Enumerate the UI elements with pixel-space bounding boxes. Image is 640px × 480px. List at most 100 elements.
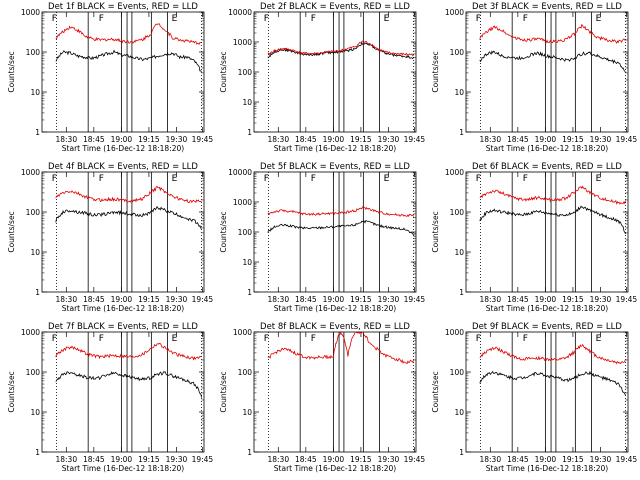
panel-title: Det 7f BLACK = Events, RED = LLD bbox=[48, 322, 198, 332]
x-tick-label: 19:45 bbox=[404, 455, 426, 464]
x-tick-label: 18:45 bbox=[295, 455, 317, 464]
y-tick-label: 1000 bbox=[445, 168, 464, 177]
panel-title: Det 3f BLACK = Events, RED = LLD bbox=[472, 2, 622, 12]
x-tick-label: 18:30 bbox=[267, 135, 289, 144]
interval-marker-f: F bbox=[476, 174, 481, 184]
series-line-events bbox=[479, 370, 626, 396]
x-axis-label: Start Time (16-Dec-12 18:18:20) bbox=[486, 464, 608, 473]
x-tick-label: 18:45 bbox=[83, 295, 105, 304]
y-tick-label: 1 bbox=[35, 288, 40, 297]
plot-frame bbox=[41, 331, 205, 453]
series-line-events bbox=[55, 371, 202, 398]
interval-marker-e: E bbox=[596, 14, 602, 24]
x-tick-label: 18:30 bbox=[267, 295, 289, 304]
interval-marker-e: E bbox=[384, 334, 390, 344]
y-tick-label: 10 bbox=[242, 408, 252, 417]
interval-marker-f: F bbox=[311, 334, 316, 344]
x-tick-label: 19:30 bbox=[590, 295, 612, 304]
y-tick-label: 10 bbox=[30, 248, 40, 257]
y-tick-label: 100 bbox=[238, 228, 253, 237]
interval-marker-e: E bbox=[172, 334, 178, 344]
x-tick-label: 19:00 bbox=[535, 135, 557, 144]
plot-frame bbox=[253, 331, 417, 453]
x-tick-label: 18:30 bbox=[479, 135, 501, 144]
series-line-lld bbox=[267, 40, 414, 57]
x-axis-label: Start Time (16-Dec-12 18:18:20) bbox=[62, 144, 184, 153]
interval-marker-f: F bbox=[264, 334, 269, 344]
series-line-lld bbox=[479, 23, 626, 44]
x-tick-label: 18:30 bbox=[55, 135, 77, 144]
series-line-events bbox=[55, 205, 202, 229]
y-axis-label: Counts/sec bbox=[219, 371, 228, 412]
panel-det-3: Det 3f BLACK = Events, RED = LLD 1 10 100 10… bbox=[431, 2, 637, 153]
series-line-lld bbox=[267, 330, 414, 365]
x-tick-label: 19:00 bbox=[111, 135, 133, 144]
x-tick-label: 18:45 bbox=[295, 295, 317, 304]
series-line-lld bbox=[479, 343, 626, 365]
x-tick-label: 19:30 bbox=[166, 455, 188, 464]
plot-frame bbox=[253, 171, 417, 293]
y-tick-label: 10 bbox=[242, 258, 252, 267]
interval-marker-f: F bbox=[523, 174, 528, 184]
panel-det-6: Det 6f BLACK = Events, RED = LLD 1 10 100 10… bbox=[431, 162, 637, 313]
panel-det-4: Det 4f BLACK = Events, RED = LLD 1 10 100 10… bbox=[7, 162, 213, 313]
x-tick-label: 18:30 bbox=[55, 295, 77, 304]
y-tick-label: 10 bbox=[454, 88, 464, 97]
panel-det-9: Det 9f BLACK = Events, RED = LLD 1 10 100 10… bbox=[431, 322, 637, 473]
interval-marker-f: F bbox=[476, 14, 481, 24]
x-tick-label: 19:00 bbox=[111, 455, 133, 464]
y-tick-label: 100 bbox=[450, 368, 465, 377]
interval-marker-e: E bbox=[596, 334, 602, 344]
x-tick-label: 18:30 bbox=[267, 455, 289, 464]
x-tick-label: 18:45 bbox=[507, 455, 529, 464]
interval-marker-f: F bbox=[476, 334, 481, 344]
y-axis-label: Counts/sec bbox=[7, 51, 16, 92]
y-tick-label: 1000 bbox=[21, 8, 40, 17]
x-tick-label: 19:00 bbox=[323, 455, 345, 464]
panel-title: Det 4f BLACK = Events, RED = LLD bbox=[48, 162, 198, 172]
plot-frame bbox=[465, 11, 629, 133]
y-tick-label: 100 bbox=[238, 368, 253, 377]
x-tick-label: 19:30 bbox=[166, 135, 188, 144]
x-tick-label: 18:45 bbox=[83, 455, 105, 464]
plot-frame bbox=[41, 11, 205, 133]
panel-det-8: Det 8f BLACK = Events, RED = LLD 1 10 100 10… bbox=[219, 322, 425, 473]
series-line-lld bbox=[55, 343, 202, 361]
y-tick-label: 1 bbox=[247, 288, 252, 297]
series-line-lld bbox=[55, 185, 202, 204]
y-tick-label: 10 bbox=[242, 98, 252, 107]
series-line-events bbox=[267, 220, 414, 236]
y-tick-label: 1000 bbox=[233, 198, 252, 207]
x-axis-label: Start Time (16-Dec-12 18:18:20) bbox=[274, 144, 396, 153]
y-axis-label: Counts/sec bbox=[219, 211, 228, 252]
x-tick-label: 18:45 bbox=[83, 135, 105, 144]
y-tick-label: 10 bbox=[30, 408, 40, 417]
interval-marker-f: F bbox=[264, 14, 269, 24]
x-tick-label: 19:15 bbox=[138, 295, 160, 304]
y-tick-label: 1 bbox=[459, 448, 464, 457]
y-tick-label: 100 bbox=[26, 368, 41, 377]
x-tick-label: 19:15 bbox=[138, 455, 160, 464]
series-line-lld bbox=[55, 23, 202, 46]
interval-marker-e: E bbox=[384, 174, 390, 184]
x-tick-label: 19:00 bbox=[535, 295, 557, 304]
x-tick-label: 18:30 bbox=[479, 455, 501, 464]
x-axis-label: Start Time (16-Dec-12 18:18:20) bbox=[62, 304, 184, 313]
y-tick-label: 100 bbox=[450, 48, 465, 57]
x-tick-label: 19:15 bbox=[562, 295, 584, 304]
y-tick-label: 100 bbox=[26, 208, 41, 217]
y-tick-label: 100 bbox=[450, 208, 465, 217]
interval-marker-f: F bbox=[311, 14, 316, 24]
y-tick-label: 1000 bbox=[21, 328, 40, 337]
x-tick-label: 19:30 bbox=[166, 295, 188, 304]
series-line-lld bbox=[479, 185, 626, 205]
panel-det-5: Det 5f BLACK = Events, RED = LLD 1 10 100 10… bbox=[219, 162, 425, 313]
x-tick-label: 19:30 bbox=[378, 455, 400, 464]
y-axis-label: Counts/sec bbox=[431, 51, 440, 92]
x-tick-label: 19:30 bbox=[378, 295, 400, 304]
interval-marker-e: E bbox=[172, 174, 178, 184]
y-axis-label: Counts/sec bbox=[219, 51, 228, 92]
x-tick-label: 19:00 bbox=[323, 135, 345, 144]
x-tick-label: 19:45 bbox=[404, 135, 426, 144]
y-tick-label: 10000 bbox=[228, 8, 252, 17]
